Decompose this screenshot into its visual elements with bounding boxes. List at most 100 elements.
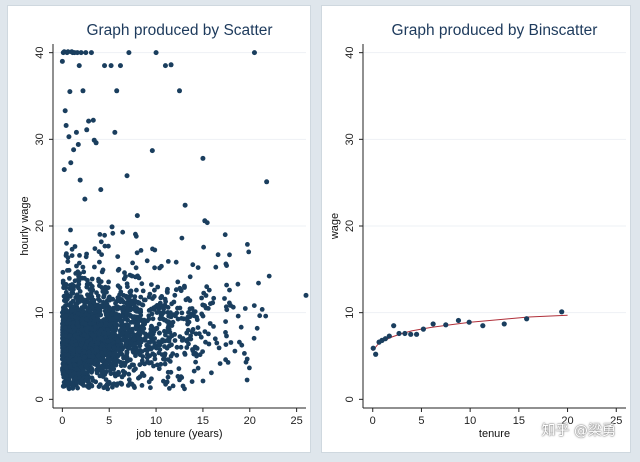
data-point xyxy=(124,330,130,336)
data-point xyxy=(132,306,138,312)
data-point xyxy=(213,264,219,270)
data-point xyxy=(149,148,155,154)
data-point xyxy=(86,295,91,301)
data-point xyxy=(75,385,80,391)
data-point xyxy=(116,266,122,272)
data-point xyxy=(70,347,76,353)
data-point xyxy=(243,359,249,365)
data-point xyxy=(60,332,65,338)
data-point xyxy=(80,316,85,322)
data-point xyxy=(141,373,147,378)
data-point xyxy=(106,330,111,336)
data-point xyxy=(162,63,168,69)
data-point xyxy=(146,340,152,345)
data-point xyxy=(211,295,217,301)
data-point xyxy=(104,381,110,387)
data-point xyxy=(128,300,134,306)
x-axis-label: job tenure (years) xyxy=(135,428,222,440)
data-point xyxy=(106,243,111,249)
data-point xyxy=(117,285,123,291)
data-point xyxy=(75,269,81,275)
data-point xyxy=(106,279,111,285)
bin-point xyxy=(386,333,392,339)
data-point xyxy=(80,264,86,270)
data-point xyxy=(167,386,172,391)
data-point xyxy=(102,63,108,69)
data-point xyxy=(254,325,260,331)
data-point xyxy=(115,338,121,344)
data-point xyxy=(162,328,167,334)
data-point xyxy=(149,311,155,317)
data-point xyxy=(303,292,309,298)
data-point xyxy=(224,307,230,313)
data-point xyxy=(189,329,195,335)
data-point xyxy=(126,50,132,56)
data-point xyxy=(169,342,174,348)
data-point xyxy=(182,386,187,392)
data-point xyxy=(117,292,122,298)
data-point xyxy=(114,383,120,388)
data-point xyxy=(67,276,72,281)
data-point xyxy=(82,275,87,281)
data-point xyxy=(139,383,145,388)
bin-point xyxy=(391,323,397,329)
data-point xyxy=(80,88,86,94)
data-point xyxy=(127,364,132,370)
data-point xyxy=(89,288,95,294)
data-point xyxy=(124,326,129,331)
data-point xyxy=(79,327,85,332)
data-point xyxy=(77,289,83,294)
data-point xyxy=(76,346,81,352)
data-point xyxy=(98,327,104,333)
data-point xyxy=(83,378,88,383)
data-point xyxy=(184,345,190,350)
data-point xyxy=(259,307,265,312)
data-point xyxy=(77,260,82,266)
y-tick-label: 30 xyxy=(34,133,46,145)
data-point xyxy=(154,325,160,331)
data-point xyxy=(257,313,263,319)
data-point xyxy=(178,344,184,350)
data-point xyxy=(103,377,109,382)
data-point xyxy=(133,326,139,332)
data-point xyxy=(71,147,77,153)
chart-title: Graph produced by Scatter xyxy=(86,22,272,39)
bin-point xyxy=(455,317,462,324)
data-point xyxy=(200,155,206,161)
data-point xyxy=(101,369,107,375)
data-point xyxy=(118,319,124,325)
data-point xyxy=(266,273,272,279)
data-point xyxy=(222,296,227,301)
data-point xyxy=(92,336,98,342)
data-point xyxy=(121,276,127,282)
data-point xyxy=(95,363,101,369)
data-point xyxy=(139,302,145,307)
data-point xyxy=(124,309,129,315)
data-point xyxy=(97,259,102,265)
data-point xyxy=(149,360,154,365)
data-point xyxy=(92,246,98,252)
data-point xyxy=(134,250,140,256)
data-point xyxy=(148,385,153,391)
data-point xyxy=(201,244,207,250)
data-point xyxy=(74,320,80,326)
data-point xyxy=(194,345,200,351)
data-point xyxy=(98,187,104,193)
data-point xyxy=(139,281,145,287)
data-point xyxy=(187,274,193,280)
data-point xyxy=(75,316,80,321)
data-point xyxy=(98,335,104,341)
data-point xyxy=(100,357,106,362)
data-point xyxy=(149,376,154,382)
data-point xyxy=(101,330,107,336)
data-point xyxy=(251,50,257,56)
data-point xyxy=(83,316,89,322)
data-point xyxy=(69,253,75,258)
x-tick-label: 15 xyxy=(513,415,525,427)
data-point xyxy=(124,305,130,311)
data-point xyxy=(182,202,188,208)
data-point xyxy=(82,196,88,202)
data-point xyxy=(108,368,113,374)
data-point xyxy=(61,379,67,385)
data-point xyxy=(97,283,102,289)
